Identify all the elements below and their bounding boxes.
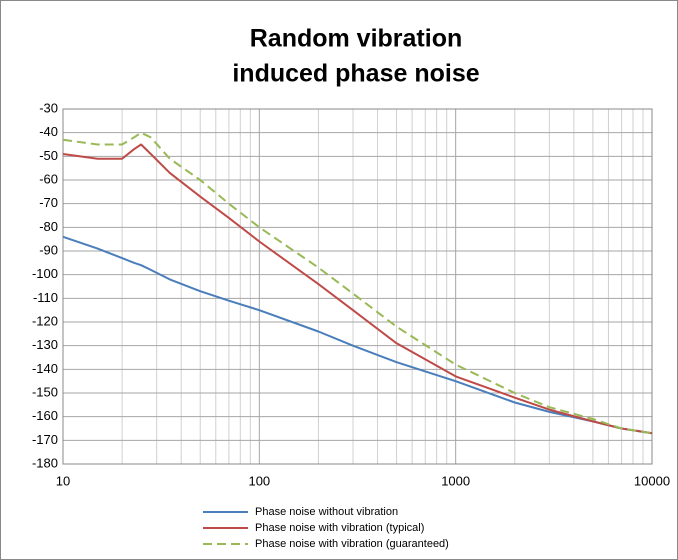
y-tick-label: -120 — [32, 313, 58, 328]
y-tick-label: -100 — [32, 266, 58, 281]
chart-title: Random vibration — [250, 25, 463, 53]
series-line — [62, 143, 653, 435]
y-tick-label: -150 — [32, 384, 58, 399]
legend-label: Phase noise without vibration — [255, 506, 398, 518]
x-tick-label: 10000 — [634, 473, 670, 488]
y-tick-label: -80 — [39, 219, 58, 234]
y-tick-label: -110 — [33, 290, 58, 305]
plot-border — [62, 108, 653, 465]
y-tick-label: -70 — [39, 195, 58, 210]
series-line — [62, 235, 653, 435]
y-tick-label: -50 — [39, 148, 58, 163]
y-tick-label: -140 — [32, 361, 58, 376]
y-tick-label: -30 — [39, 100, 58, 115]
y-tick-label: -130 — [32, 337, 58, 352]
y-tick-label: -170 — [32, 432, 58, 447]
y-tick-label: -90 — [39, 242, 58, 257]
x-tick-label: 100 — [248, 473, 270, 488]
x-tick-label: 10 — [56, 473, 70, 488]
series-line — [62, 131, 653, 435]
legend-label: Phase noise with vibration (typical) — [255, 522, 424, 534]
y-tick-label: -160 — [32, 408, 58, 423]
legend-label: Phase noise with vibration (guaranteed) — [255, 538, 449, 550]
x-tick-label: 1000 — [441, 473, 470, 488]
y-tick-label: -40 — [39, 124, 58, 139]
y-tick-label: -60 — [39, 171, 58, 186]
chart-title: induced phase noise — [232, 60, 479, 88]
y-tick-label: -180 — [32, 455, 58, 470]
